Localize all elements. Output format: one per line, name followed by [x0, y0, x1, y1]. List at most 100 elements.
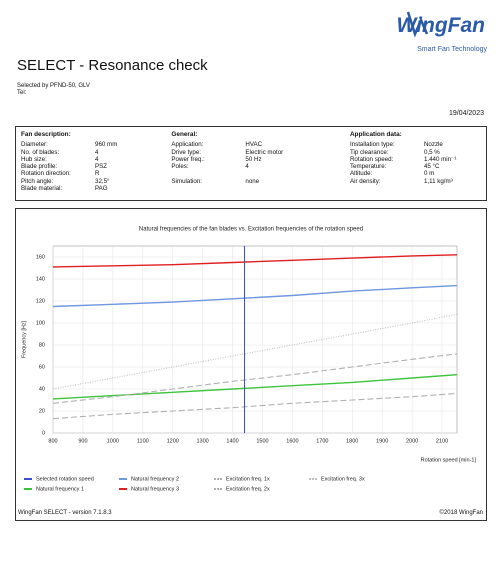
info-table: Fan description: Diameter: 960 mm No. of bl…: [15, 126, 487, 201]
info-row: Pitch angle: 32,5°: [21, 178, 161, 185]
info-label: Blade profile:: [21, 163, 58, 171]
x-tick-label: 1700: [316, 438, 328, 444]
info-label: Tip clearance:: [349, 148, 389, 156]
info-value: 960 mm: [95, 141, 118, 149]
x-tick-label: 1200: [167, 438, 179, 444]
date: 19/04/2023: [448, 110, 484, 117]
x-tick-label: 2100: [436, 438, 448, 444]
info-heading: Fan description:: [21, 131, 71, 138]
info-value: none: [245, 177, 260, 185]
info-value: 1.440 min⁻¹: [423, 155, 457, 163]
x-tick-label: 1500: [256, 438, 268, 444]
x-tick-label: 1300: [197, 438, 209, 444]
legend-item: Natural frequency 1: [24, 486, 84, 492]
info-row: Diameter: 960 mm: [21, 141, 161, 148]
info-value: 45 °C: [423, 163, 440, 171]
legend-item: Natural frequency 3: [119, 486, 179, 492]
legend-label: Excitation freq. 2x: [226, 486, 270, 492]
x-tick-label: 900: [78, 438, 87, 444]
x-axis-label: Rotation speed [min-1]: [421, 457, 477, 463]
info-row: No. of blades: 4: [21, 149, 161, 156]
info-label: Blade material:: [21, 185, 63, 193]
info-column: Application data: Installation type: Nozzl…: [345, 127, 486, 200]
info-value: 0,5 %: [423, 148, 440, 156]
tagline: Smart Fan Technology: [417, 46, 487, 53]
info-label: No. of blades:: [21, 148, 60, 156]
info-value: 4: [95, 148, 99, 156]
logo: WingFan: [396, 14, 485, 37]
tel: Tel:: [17, 90, 27, 96]
info-value: 50 Hz: [245, 155, 262, 163]
chart-box: Natural frequencies of the fan blades vs…: [15, 208, 487, 521]
info-label: Altitude:: [349, 170, 373, 178]
info-row: Temperature: 45 °C: [350, 163, 481, 170]
legend-label: Natural frequency 2: [131, 476, 179, 482]
y-tick-label: 40: [39, 386, 45, 392]
info-heading: Application data:: [349, 131, 402, 138]
info-value: R: [95, 170, 100, 178]
footer-copyright: ©2018 WingFan: [439, 510, 483, 516]
x-tick-label: 800: [48, 438, 57, 444]
info-value: 4: [245, 163, 249, 171]
series-line: [52, 254, 458, 268]
y-tick-label: 140: [36, 276, 45, 282]
legend-label: Natural frequency 3: [131, 486, 179, 492]
info-label: Poles:: [171, 163, 189, 171]
info-row: Rotation direction: R: [21, 170, 161, 177]
y-tick-label: 80: [39, 342, 45, 348]
info-label: Air density:: [349, 177, 381, 185]
info-value: PSZ: [95, 163, 108, 171]
info-row: Power freq.: 50 Hz: [171, 156, 340, 163]
info-label: Pitch angle:: [21, 177, 54, 185]
info-label: Rotation speed:: [349, 155, 394, 163]
info-row: Tip clearance: 0,5 %: [350, 149, 481, 156]
info-row: Altitude: 0 m: [350, 170, 481, 177]
info-value: PAG: [95, 185, 108, 193]
info-heading: General:: [171, 131, 198, 138]
logo-mark: [406, 11, 429, 38]
info-row: Drive type: Electric motor: [171, 149, 340, 156]
info-label: Hub size:: [21, 155, 47, 163]
y-tick-label: 100: [36, 320, 45, 326]
legend-item: Excitation freq. 1x: [214, 476, 270, 482]
info-value: 0 m: [423, 170, 435, 178]
info-value: 4: [95, 155, 99, 163]
plot-area: [52, 245, 458, 434]
legend-label: Selected rotation speed: [36, 476, 94, 482]
info-row: Rotation speed: 1.440 min⁻¹: [350, 156, 481, 163]
legend-label: Excitation freq. 1x: [226, 476, 270, 482]
selected-by: Selected by PFND-50, GLV: [17, 83, 90, 89]
info-column: Fan description: Diameter: 960 mm No. of bl…: [16, 127, 166, 200]
info-value: 32,5°: [95, 177, 110, 185]
info-row: Application: HVAC: [171, 141, 340, 148]
info-label: Temperature:: [349, 163, 387, 171]
x-tick-label: 2000: [406, 438, 418, 444]
info-row: Blade material: PAG: [21, 185, 161, 192]
info-label: Rotation direction:: [21, 170, 71, 178]
x-tick-label: 1000: [107, 438, 119, 444]
info-label: Application:: [171, 141, 204, 149]
series-line: [52, 374, 458, 400]
info-value: HVAC: [245, 141, 263, 149]
info-label: Simulation:: [171, 177, 203, 185]
page-title: SELECT - Resonance check: [17, 57, 208, 74]
info-row: Hub size: 4: [21, 156, 161, 163]
series-line: [52, 313, 458, 390]
info-row: Poles: 4: [171, 163, 340, 170]
legend-label: Natural frequency 1: [36, 486, 84, 492]
info-label: Diameter:: [21, 141, 48, 149]
legend-item: Natural frequency 2: [119, 476, 179, 482]
info-value: 1,11 kg/m³: [423, 177, 453, 185]
info-value: Electric motor: [245, 148, 284, 156]
x-tick-label: 1800: [346, 438, 358, 444]
x-tick-label: 1900: [376, 438, 388, 444]
y-tick-label: 160: [36, 254, 45, 260]
info-row: Air density: 1,11 kg/m³: [350, 178, 481, 185]
series-line: [52, 392, 458, 420]
info-label: Power freq.:: [171, 155, 205, 163]
footer-version: WingFan SELECT - version 7.1.8.3: [18, 510, 112, 516]
y-tick-label: 60: [39, 364, 45, 370]
y-axis-label: Frequency [Hz]: [21, 320, 27, 358]
x-tick-label: 1600: [286, 438, 298, 444]
